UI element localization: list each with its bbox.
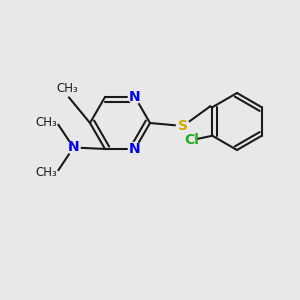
Text: N: N [68,140,79,154]
Text: N: N [129,142,141,156]
Text: Cl: Cl [184,133,199,147]
Circle shape [176,119,190,133]
Text: S: S [178,119,188,133]
Circle shape [128,90,142,104]
Circle shape [67,141,80,154]
Circle shape [128,142,142,156]
Text: CH₃: CH₃ [35,166,57,179]
Text: CH₃: CH₃ [35,116,57,129]
Text: N: N [129,90,141,104]
Text: CH₃: CH₃ [57,82,78,94]
